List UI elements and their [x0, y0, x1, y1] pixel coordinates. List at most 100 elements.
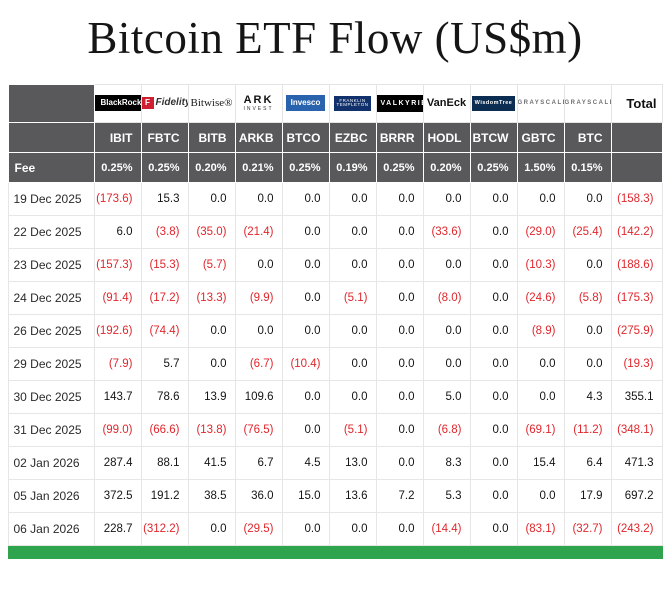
provider-cell-wisdomtree: WisdomTree — [469, 84, 518, 123]
value-cell: 6.7 — [234, 446, 283, 480]
total-cell: (158.3) — [610, 182, 663, 216]
total-cell: 355.1 — [610, 380, 663, 414]
ticker-ezbc: EZBC — [328, 122, 377, 153]
table-row: 23 Dec 2025 (157.3) (15.3) (5.7) 0.0 0.0 0.0 0.… — [7, 248, 663, 282]
value-cell: (8.0) — [422, 281, 471, 315]
value-cell: 287.4 — [93, 446, 142, 480]
provider-sublabel: INVEST — [243, 105, 274, 112]
ticker-btcw: BTCW — [469, 122, 518, 153]
provider-label: FRANKLIN — [339, 97, 366, 103]
value-cell: 191.2 — [140, 479, 189, 513]
provider-cell-blackrock: BlackRock — [93, 84, 142, 123]
table-body: 19 Dec 2025 (173.6) 15.3 0.0 0.0 0.0 0.0 0.0 0.0… — [7, 182, 663, 559]
fidelity-label: Fidelity — [155, 97, 188, 109]
date-cell: 22 Dec 2025 — [7, 215, 95, 249]
value-cell: 0.0 — [563, 248, 612, 282]
value-cell: 0.0 — [469, 512, 518, 546]
corner-cell — [7, 84, 95, 123]
fee-brrr: 0.25% — [375, 152, 424, 183]
value-cell: (15.3) — [140, 248, 189, 282]
table-row: 22 Dec 2025 6.0 (3.8) (35.0) (21.4) 0.0 0.0 0.0… — [7, 215, 663, 249]
value-cell: 5.0 — [422, 380, 471, 414]
etf-flow-table: BlackRock F Fidelity Bitwise® ARK INVEST Inves… — [7, 84, 663, 559]
value-cell: (13.8) — [187, 413, 236, 447]
value-cell: 0.0 — [563, 347, 612, 381]
value-cell: 0.0 — [234, 248, 283, 282]
value-cell: 0.0 — [281, 281, 330, 315]
value-cell: 0.0 — [187, 314, 236, 348]
ticker-gbtc: GBTC — [516, 122, 565, 153]
value-cell: 5.3 — [422, 479, 471, 513]
value-cell: 41.5 — [187, 446, 236, 480]
total-cell: (175.3) — [610, 281, 663, 315]
date-cell: 02 Jan 2026 — [7, 446, 95, 480]
vaneck-logo: VanEck — [426, 96, 467, 109]
value-cell: 17.9 — [563, 479, 612, 513]
fee-hodl: 0.20% — [422, 152, 471, 183]
value-cell: (24.6) — [516, 281, 565, 315]
value-cell: (10.4) — [281, 347, 330, 381]
fidelity-icon: F — [142, 97, 154, 110]
value-cell: 0.0 — [375, 215, 424, 249]
value-cell: 0.0 — [469, 281, 518, 315]
value-cell: 0.0 — [422, 248, 471, 282]
value-cell: 0.0 — [375, 182, 424, 216]
value-cell: 78.6 — [140, 380, 189, 414]
blackrock-logo: BlackRock — [95, 95, 140, 112]
value-cell: (33.6) — [422, 215, 471, 249]
ark-logo: ARK INVEST — [243, 93, 274, 112]
value-cell: 0.0 — [422, 314, 471, 348]
provider-cell-fidelity: F Fidelity — [140, 84, 189, 123]
value-cell: (74.4) — [140, 314, 189, 348]
value-cell: (13.3) — [187, 281, 236, 315]
table-row: 30 Dec 2025 143.7 78.6 13.9 109.6 0.0 0.0 0.0 5.… — [7, 380, 663, 414]
value-cell: 0.0 — [187, 512, 236, 546]
value-cell: 143.7 — [93, 380, 142, 414]
value-cell: 0.0 — [234, 182, 283, 216]
value-cell: (76.5) — [234, 413, 283, 447]
value-cell: 13.6 — [328, 479, 377, 513]
table-row: 05 Jan 2026 372.5 191.2 38.5 36.0 15.0 13.6 7.2… — [7, 479, 663, 513]
value-cell: (173.6) — [93, 182, 142, 216]
fee-btco: 0.25% — [281, 152, 330, 183]
value-cell: (5.1) — [328, 413, 377, 447]
wisdomtree-logo: WisdomTree — [471, 95, 516, 112]
value-cell: 109.6 — [234, 380, 283, 414]
value-cell: (35.0) — [187, 215, 236, 249]
ticker-brrr: BRRR — [375, 122, 424, 153]
value-cell: 0.0 — [375, 314, 424, 348]
value-cell: (14.4) — [422, 512, 471, 546]
value-cell: 0.0 — [375, 248, 424, 282]
fee-btcw: 0.25% — [469, 152, 518, 183]
value-cell: (10.3) — [516, 248, 565, 282]
ticker-hodl: HODL — [422, 122, 471, 153]
value-cell: 0.0 — [516, 347, 565, 381]
value-cell: 0.0 — [328, 215, 377, 249]
value-cell: (312.2) — [140, 512, 189, 546]
value-cell: (157.3) — [93, 248, 142, 282]
value-cell: 0.0 — [281, 248, 330, 282]
provider-cell-grayscale2: GRAYSCALE — [563, 84, 612, 123]
valkyrie-logo: VALKYRIE — [377, 94, 422, 112]
total-cell: (243.2) — [610, 512, 663, 546]
fee-ezbc: 0.19% — [328, 152, 377, 183]
value-cell: (8.9) — [516, 314, 565, 348]
value-cell: 0.0 — [328, 248, 377, 282]
total-cell: (188.6) — [610, 248, 663, 282]
date-cell: 29 Dec 2025 — [7, 347, 95, 381]
value-cell: 15.4 — [516, 446, 565, 480]
value-cell: 4.5 — [281, 446, 330, 480]
value-cell: 0.0 — [187, 347, 236, 381]
ticker-fbtc: FBTC — [140, 122, 189, 153]
value-cell: (5.1) — [328, 281, 377, 315]
value-cell: 0.0 — [281, 215, 330, 249]
invesco-logo: Invesco — [285, 95, 326, 112]
value-cell: 15.3 — [140, 182, 189, 216]
value-cell: (29.5) — [234, 512, 283, 546]
value-cell: 4.3 — [563, 380, 612, 414]
fee-row-label: Fee — [7, 152, 95, 183]
fee-arkb: 0.21% — [234, 152, 283, 183]
value-cell: 0.0 — [516, 182, 565, 216]
value-cell: 0.0 — [563, 182, 612, 216]
provider-label: ARK — [243, 93, 274, 106]
